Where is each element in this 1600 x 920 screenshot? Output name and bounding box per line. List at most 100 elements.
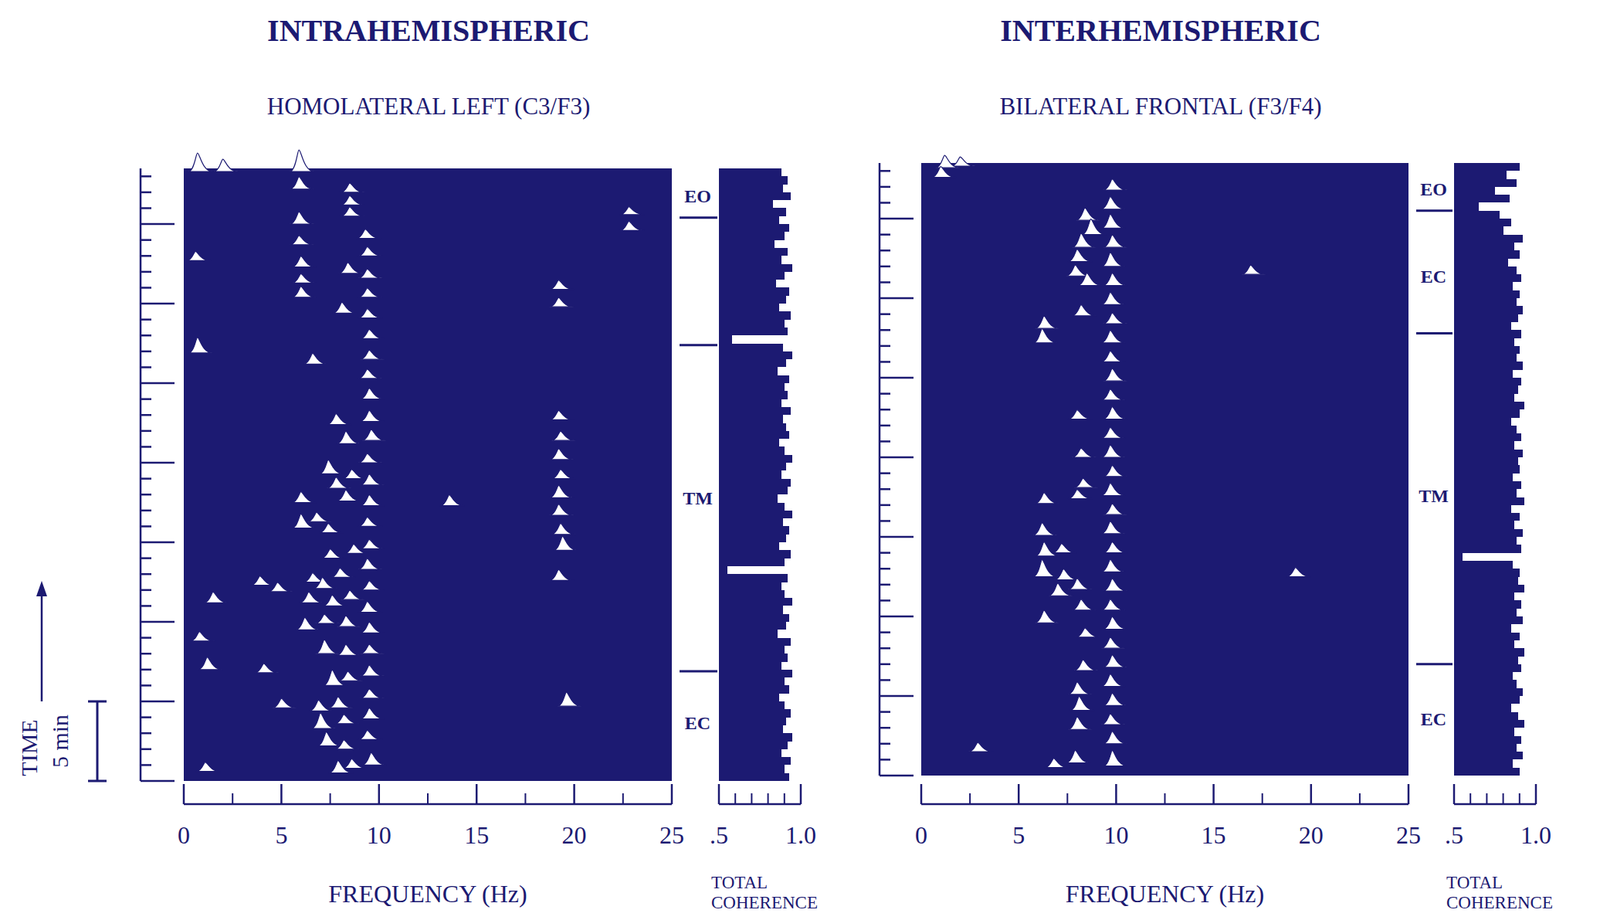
freq-tick [280, 783, 283, 804]
coherence-bar [1454, 234, 1523, 243]
spectral-peak [1101, 291, 1126, 305]
segment-divider [1416, 662, 1453, 665]
spectral-peak [358, 268, 384, 278]
spectral-peak [322, 669, 348, 685]
time-arrowhead [36, 580, 48, 597]
coherence-bar [1454, 711, 1519, 720]
coherence-bar [1454, 751, 1523, 760]
coherence-bar [1454, 345, 1520, 354]
coherence-bar [718, 518, 784, 526]
coherence-bar [718, 390, 788, 399]
spectral-peak [1071, 599, 1097, 611]
coherence-bar [718, 295, 787, 304]
spectral-peak [619, 206, 645, 215]
time-tick [140, 477, 152, 480]
coherence-bar [1454, 671, 1513, 680]
spectral-peak [1101, 599, 1126, 611]
coherence-bar [1454, 385, 1519, 394]
spectral-peak [332, 301, 358, 313]
time-tick [140, 652, 152, 655]
coherence-title-line: COHERENCE [1446, 892, 1553, 912]
coherence-title: TOTALCOHERENCE [711, 872, 818, 912]
spectral-peak [358, 516, 384, 526]
spectral-peak [1102, 273, 1128, 286]
coherence-bar [1454, 488, 1517, 497]
coherence-bar [718, 558, 785, 567]
freq-minor-tick [1261, 793, 1264, 804]
spectral-peak [203, 591, 229, 603]
spectral-peak [340, 195, 366, 205]
spectral-peak [1101, 196, 1126, 210]
coherence-bar [1454, 433, 1522, 441]
time-tick [879, 551, 891, 554]
freq-minor-tick [1164, 793, 1167, 804]
time-tick [879, 312, 891, 316]
time-tick [140, 620, 175, 624]
spectral-peak [289, 211, 315, 224]
coherence-bar [718, 383, 785, 391]
coherence-axis-line [1454, 803, 1536, 806]
coherence-bar [718, 542, 780, 550]
coherence-bar [1454, 640, 1515, 648]
coherence-bar [1454, 449, 1523, 458]
coherence-bar [718, 223, 790, 232]
coherence-bar [718, 653, 788, 662]
segment-label: EC [684, 712, 711, 733]
coherence-bar [718, 621, 787, 630]
spectral-peak [1102, 179, 1128, 190]
spectral-peak [1067, 578, 1093, 590]
coherence-bar [1454, 281, 1513, 290]
freq-tick-label: 20 [1298, 820, 1324, 849]
spectral-peak [935, 155, 960, 168]
spectral-peak [291, 514, 317, 529]
time-tick [879, 169, 891, 173]
segment-divider [679, 216, 718, 219]
time-tick [879, 647, 891, 650]
coherence-axis-line [718, 803, 801, 806]
coherence-bar [718, 446, 785, 455]
coherence-bar [1454, 314, 1519, 323]
coherence-bar [718, 684, 790, 693]
coherence-bar [1454, 552, 1463, 561]
spectral-peak [271, 698, 297, 708]
coherence-bar [718, 772, 790, 781]
coherence-bar [1454, 656, 1519, 665]
time-annotation: TIME5 min [16, 580, 107, 781]
spectral-peak [1044, 758, 1070, 768]
spectral-peak [1081, 219, 1107, 235]
coherence-bar [718, 573, 788, 582]
coherence-minor-tick [734, 793, 736, 804]
time-tick [879, 345, 891, 348]
coherence-bar [1454, 584, 1525, 593]
coherence-bar [718, 701, 785, 709]
coherence-bar [718, 637, 791, 646]
scale-bar [96, 701, 99, 781]
spectral-peak [318, 459, 344, 474]
segment-divider [679, 343, 718, 346]
spectral-peak [1032, 559, 1058, 577]
spectral-peak [362, 752, 387, 765]
coherence-bar [1454, 664, 1522, 672]
time-tick [879, 201, 891, 204]
freq-tick-label: 0 [915, 820, 928, 849]
spectral-peak [1073, 659, 1099, 671]
spectral-peak [1102, 692, 1128, 706]
coherence-bar [718, 287, 790, 295]
time-tick [879, 471, 891, 475]
spectral-peak [254, 663, 280, 673]
spectral-peak [968, 742, 994, 752]
time-tick [879, 392, 891, 395]
time-axis-line [878, 162, 882, 776]
spectral-peak [344, 543, 370, 553]
spectral-peak [250, 576, 276, 586]
time-tick [140, 779, 175, 783]
coherence-tick-label: .5 [709, 820, 729, 849]
spectral-peak [289, 149, 315, 172]
spectral-peak [950, 156, 976, 167]
time-tick [879, 630, 891, 634]
coherence-bar [1454, 186, 1495, 195]
spectral-peak [291, 286, 317, 298]
spectral-peak [1101, 637, 1126, 648]
time-label: TIME [16, 718, 42, 776]
coherence-bar [718, 510, 793, 519]
